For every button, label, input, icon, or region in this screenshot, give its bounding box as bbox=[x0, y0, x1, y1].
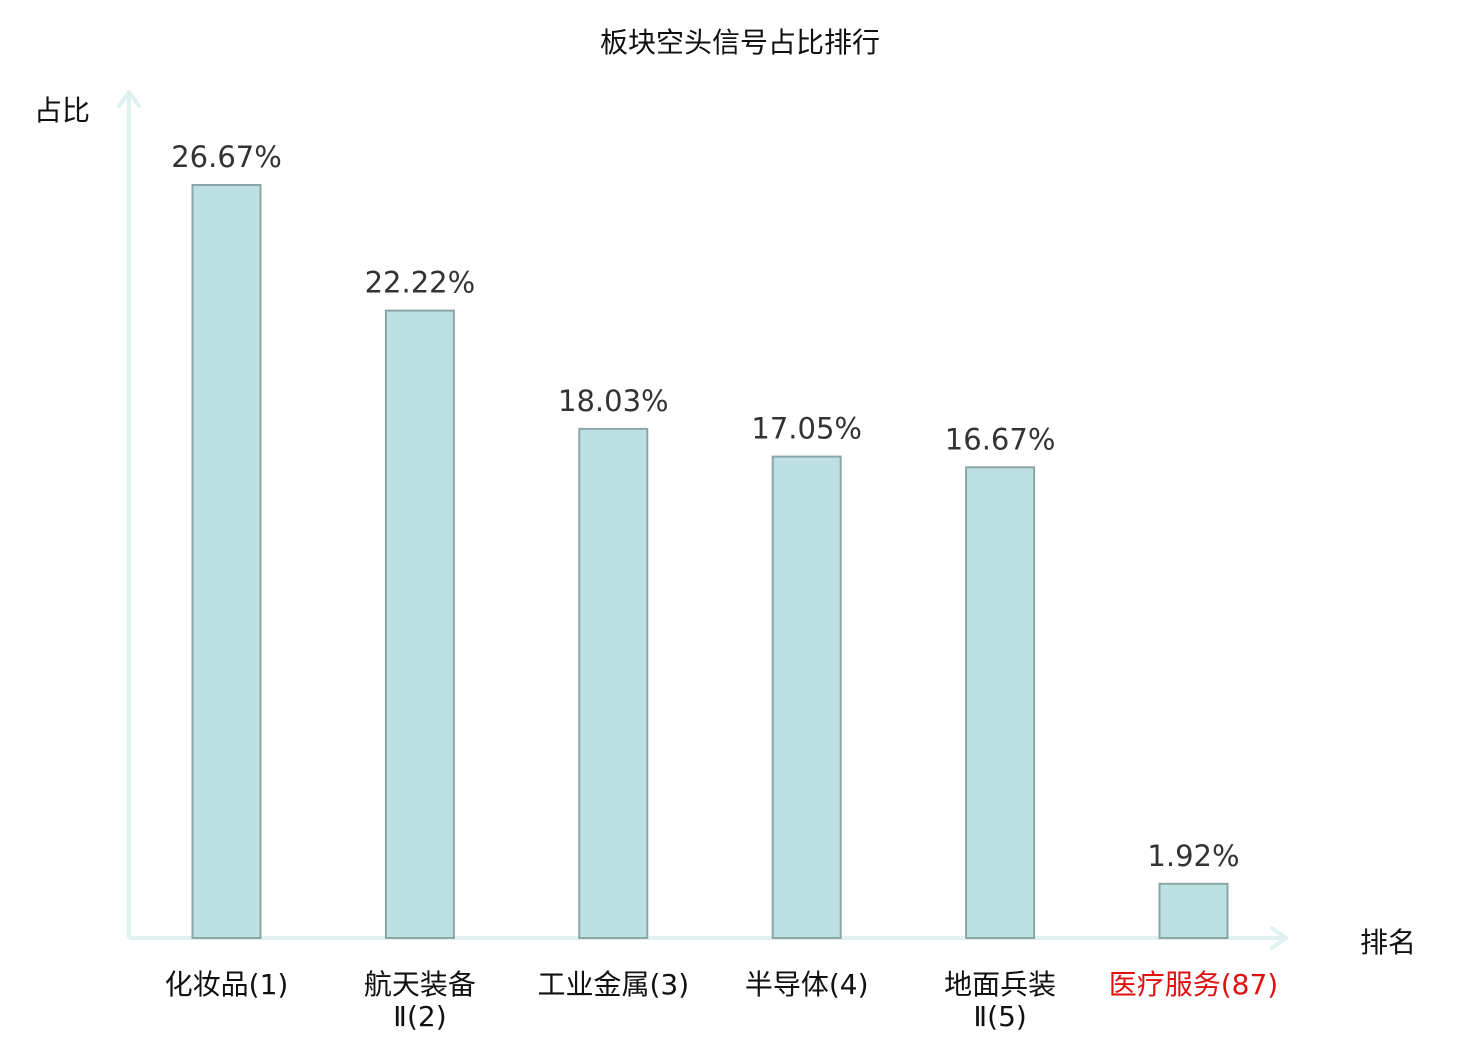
bar bbox=[1158, 882, 1229, 939]
x-axis-title: 排名 bbox=[1360, 926, 1416, 959]
category-label: 工业金属(3) bbox=[537, 968, 689, 1001]
value-labels-group: 26.67% 22.22% 18.03% 17.05% 16.67% 1.92% bbox=[171, 140, 1239, 873]
bar bbox=[191, 184, 262, 939]
chart-title: 板块空头信号占比排行 bbox=[600, 26, 880, 59]
x-axis-arrow bbox=[1270, 926, 1288, 950]
bar bbox=[965, 466, 1036, 939]
category-label: Ⅱ(5) bbox=[973, 1000, 1026, 1033]
bar-value-label: 22.22% bbox=[365, 266, 476, 300]
bar-value-label: 17.05% bbox=[751, 412, 862, 446]
bar bbox=[578, 427, 649, 939]
category-label: Ⅱ(2) bbox=[393, 1000, 446, 1033]
bar-value-label: 1.92% bbox=[1147, 839, 1239, 873]
bar-value-label: 18.03% bbox=[558, 384, 669, 418]
y-axis-arrow bbox=[117, 90, 141, 108]
category-label: 地面兵装 bbox=[944, 968, 1056, 1001]
bar-value-label: 16.67% bbox=[945, 422, 1056, 456]
category-label: 半导体(4) bbox=[745, 968, 869, 1001]
bar-value-label: 26.67% bbox=[171, 140, 282, 174]
bar bbox=[384, 309, 455, 940]
y-axis-title: 占比 bbox=[34, 94, 90, 127]
category-label: 化妆品(1) bbox=[165, 968, 289, 1001]
category-label: 医疗服务(87) bbox=[1109, 968, 1278, 1001]
category-label: 航天装备 bbox=[364, 968, 476, 1001]
bar bbox=[771, 455, 842, 939]
bars-group bbox=[191, 184, 1229, 940]
axes bbox=[117, 90, 1288, 950]
